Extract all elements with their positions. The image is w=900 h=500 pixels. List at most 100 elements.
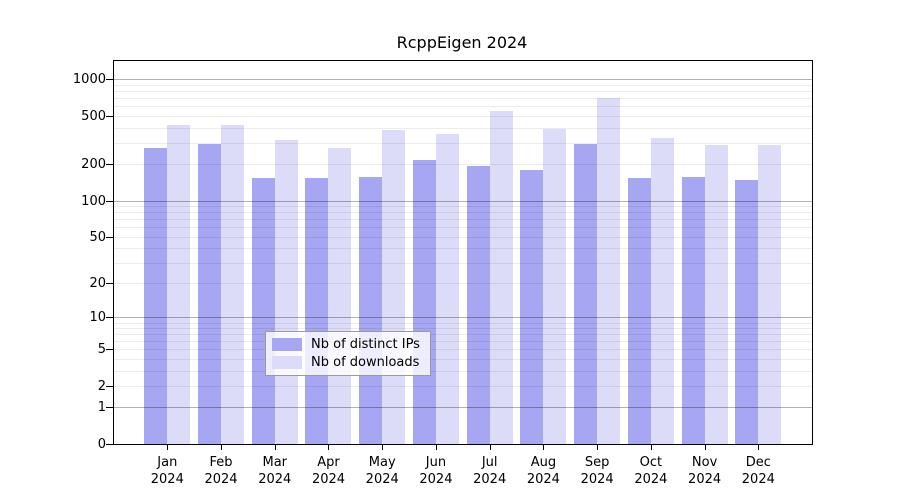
- gridline-minor-3: [114, 370, 812, 372]
- gridline-minor-90: [114, 206, 812, 207]
- y-axis-tick-200: [106, 164, 113, 166]
- gridline-minor-8: [114, 328, 812, 330]
- bar-distinct-ips-oct: [627, 177, 651, 444]
- bar-distinct-ips-aug: [520, 170, 544, 444]
- x-axis-tick-nov: [704, 444, 706, 450]
- y-axis-tick-2: [106, 386, 113, 388]
- gridline-minor-70: [114, 219, 812, 221]
- y-axis-tick-5: [106, 349, 113, 351]
- bar-distinct-ips-feb: [198, 144, 222, 444]
- gridline-minor-50: [114, 236, 812, 238]
- y-axis-tick-1: [106, 407, 113, 409]
- x-axis-tick-label-feb: Feb 2024: [204, 455, 238, 487]
- bar-downloads-jun: [435, 133, 459, 444]
- x-axis-tick-label-nov: Nov 2024: [688, 455, 722, 487]
- gridline-major-10: [114, 317, 812, 319]
- chart-title: RcppEigen 2024: [396, 33, 528, 52]
- x-axis-tick-label-aug: Aug 2024: [526, 455, 560, 487]
- plot-area: 0 1 2 5 10 20 50 100 200 500 1000 Jan 2024 Feb 2024 Mar…: [73, 60, 813, 487]
- y-axis-tick-1000: [106, 79, 113, 81]
- x-axis-tick-label-oct: Oct 2024: [634, 455, 668, 487]
- gridline-minor-600: [114, 106, 812, 108]
- bar-downloads-aug: [543, 128, 567, 444]
- legend-label-distinct-ips: Nb of distinct IPs: [311, 337, 420, 352]
- gridline-minor-700: [114, 98, 812, 100]
- gridline-minor-30: [114, 262, 812, 264]
- bar-downloads-nov: [704, 145, 728, 444]
- x-axis-tick-label-may: May 2024: [365, 455, 399, 487]
- y-axis-tick-label-200: 200: [81, 157, 106, 173]
- bar-distinct-ips-jun: [412, 159, 436, 444]
- y-axis-tick-label-5: 5: [97, 342, 106, 358]
- bar-distinct-ips-jul: [466, 166, 490, 444]
- y-axis-tick-label-100: 100: [81, 193, 106, 209]
- gridline-minor-5: [114, 349, 812, 351]
- bar-distinct-ips-jan: [144, 147, 168, 444]
- y-axis-tick-500: [106, 116, 113, 117]
- legend-swatch-downloads: [272, 356, 302, 369]
- x-axis-tick-oct: [650, 444, 652, 450]
- gridline-minor-60: [114, 227, 812, 229]
- x-axis-tick-apr: [328, 444, 330, 450]
- x-axis-tick-mar: [274, 444, 276, 450]
- x-axis-tick-jul: [489, 444, 491, 450]
- bar-downloads-dec: [758, 145, 782, 444]
- y-axis-tick-label-0: 0: [97, 437, 106, 452]
- x-axis-tick-aug: [543, 444, 545, 450]
- x-axis-tick-sep: [597, 444, 599, 450]
- bar-downloads-apr: [328, 148, 352, 444]
- y-axis-tick-0: [106, 444, 113, 445]
- gridline-minor-6: [114, 341, 812, 343]
- y-axis-tick-label-20: 20: [89, 276, 106, 292]
- bar-downloads-may: [382, 130, 406, 444]
- x-axis-tick-label-dec: Dec 2024: [741, 455, 775, 487]
- gridline-minor-9: [114, 322, 812, 324]
- gridline-minor-800: [114, 91, 812, 93]
- y-axis-tick-label-1000: 1000: [72, 72, 106, 88]
- x-axis-tick-dec: [758, 444, 760, 450]
- gridline-major-1000: [114, 79, 812, 81]
- bar-distinct-ips-apr: [305, 178, 329, 444]
- legend: Nb of distinct IPs Nb of downloads: [265, 331, 431, 376]
- gridline-minor-200: [114, 164, 812, 166]
- bar-distinct-ips-may: [359, 177, 383, 444]
- bar-downloads-feb: [221, 124, 245, 444]
- gridline-minor-80: [114, 212, 812, 214]
- x-axis-tick-label-jul: Jul 2024: [473, 455, 507, 487]
- gridline-minor-40: [114, 248, 812, 250]
- bar-distinct-ips-dec: [735, 180, 759, 444]
- x-axis-tick-may: [382, 444, 384, 450]
- bar-distinct-ips-nov: [681, 176, 705, 444]
- x-axis-tick-jan: [167, 444, 169, 450]
- bar-downloads-mar: [274, 140, 298, 444]
- bar-downloads-jul: [489, 111, 513, 444]
- y-axis-tick-label-50: 50: [89, 229, 106, 245]
- gridline-minor-500: [114, 116, 812, 117]
- bar-distinct-ips-mar: [251, 177, 275, 444]
- bar-downloads-jan: [167, 124, 191, 444]
- x-axis-tick-label-apr: Apr 2024: [311, 455, 346, 487]
- gridline-minor-900: [114, 85, 812, 87]
- legend-item-distinct-ips: Nb of distinct IPs: [272, 337, 424, 352]
- gridline-minor-20: [114, 283, 812, 285]
- legend-item-downloads: Nb of downloads: [272, 355, 424, 370]
- bar-downloads-sep: [597, 98, 621, 444]
- x-axis-tick-jun: [435, 444, 437, 450]
- gridline-minor-4: [114, 359, 812, 361]
- bar-distinct-ips-sep: [574, 143, 598, 444]
- y-axis-tick-10: [106, 317, 113, 319]
- x-axis-tick-label-sep: Sep 2024: [580, 455, 614, 487]
- bar-downloads-oct: [650, 137, 674, 444]
- y-axis-tick-label-1: 1: [97, 400, 106, 416]
- x-axis-tick-label-jun: Jun 2024: [419, 455, 453, 487]
- gridline-minor-400: [114, 127, 812, 129]
- gridline-minor-2: [114, 386, 812, 388]
- x-axis-tick-feb: [221, 444, 223, 450]
- y-axis-tick-label-10: 10: [89, 310, 106, 326]
- y-axis-tick-50: [106, 236, 113, 238]
- legend-swatch-distinct-ips: [272, 338, 302, 351]
- x-axis-tick-label-mar: Mar 2024: [258, 455, 292, 487]
- gridline-minor-300: [114, 142, 812, 144]
- legend-label-downloads: Nb of downloads: [311, 355, 420, 370]
